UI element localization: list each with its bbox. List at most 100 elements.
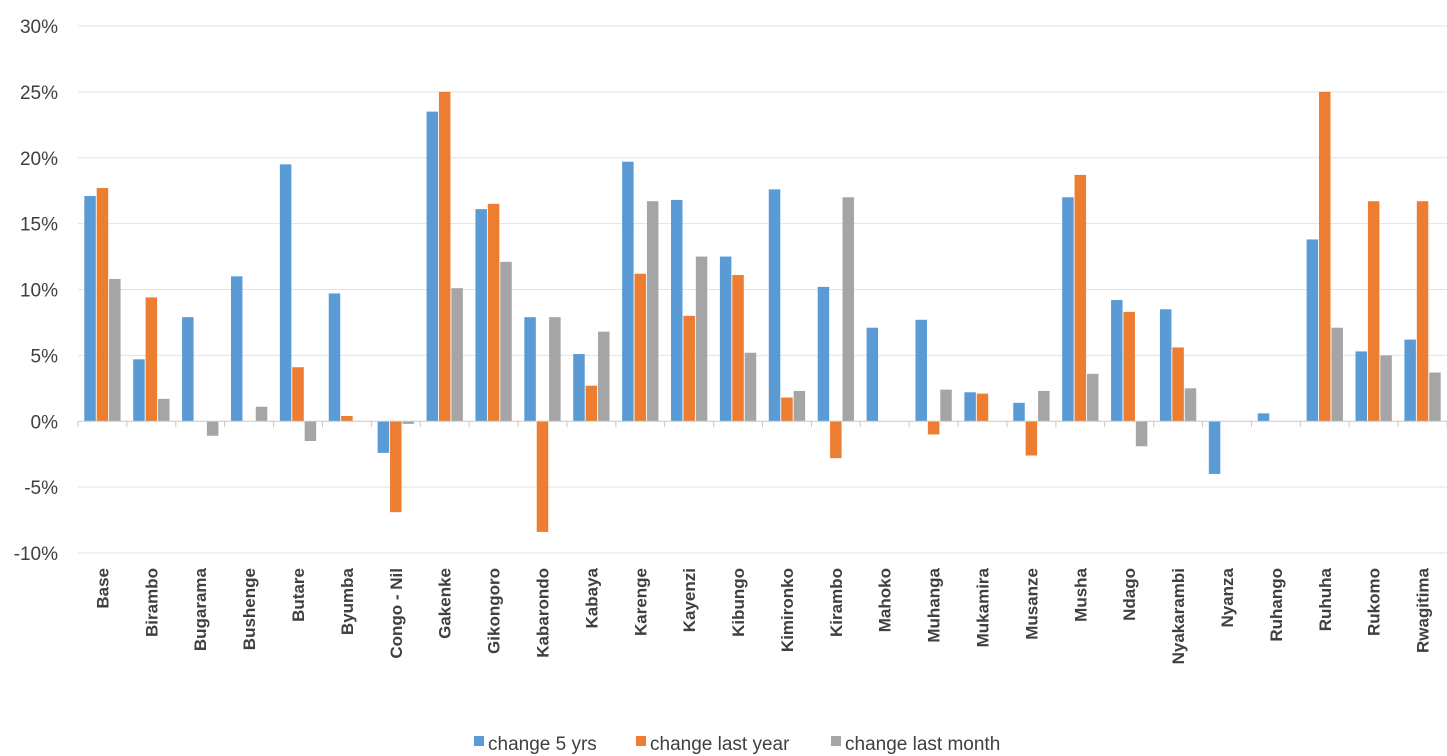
bars xyxy=(84,91,1441,532)
y-tick-label: 15% xyxy=(20,215,58,236)
bar-change-last-month xyxy=(940,389,952,422)
bar-change-last-year xyxy=(976,393,989,422)
legend-label: change last month xyxy=(845,734,1000,755)
x-axis xyxy=(77,420,1447,428)
legend-swatch xyxy=(636,736,646,746)
y-tick-label: 20% xyxy=(20,149,58,170)
x-tick-label: Rukomo xyxy=(1365,568,1384,636)
legend-label: change 5 yrs xyxy=(488,734,597,755)
x-tick-label: Ruhuha xyxy=(1316,567,1335,631)
y-tick-label: 25% xyxy=(20,83,58,104)
x-tick-label: Kabaya xyxy=(582,567,601,628)
bar-change-5-yrs xyxy=(133,359,145,422)
bar-change-last-year xyxy=(487,203,500,422)
bar-change-5-yrs xyxy=(768,189,781,422)
bar-change-last-year xyxy=(781,397,793,422)
x-tick-label: Kimironko xyxy=(778,568,797,652)
x-tick-label: Gakenke xyxy=(436,568,455,639)
x-tick-label: Musha xyxy=(1071,567,1090,621)
x-tick-label: Mukamira xyxy=(974,567,993,647)
bar-change-last-year xyxy=(96,188,109,422)
x-tick-label: Kayenzi xyxy=(680,568,699,632)
bar-change-last-year xyxy=(830,421,842,459)
bar-change-5-yrs xyxy=(182,317,194,422)
bar-change-5-yrs xyxy=(622,161,634,422)
bar-change-last-year xyxy=(1074,174,1087,422)
bar-change-last-year xyxy=(1172,347,1184,422)
bar-change-5-yrs xyxy=(1257,413,1270,422)
y-tick-label: 30% xyxy=(20,17,58,38)
x-tick-label: Kirambo xyxy=(827,568,846,637)
bar-change-last-month xyxy=(1429,372,1441,422)
bar-change-last-month xyxy=(646,201,659,422)
legend-item: change 5 yrs xyxy=(474,734,597,755)
x-tick-label: Butare xyxy=(289,568,308,622)
bar-change-last-month xyxy=(598,331,610,422)
bar-change-last-month xyxy=(157,398,170,422)
bar-change-5-yrs xyxy=(84,195,96,422)
bar-change-5-yrs xyxy=(377,421,390,453)
y-tick-label: 10% xyxy=(20,281,58,302)
bar-change-5-yrs xyxy=(866,327,879,422)
y-tick-label: 0% xyxy=(31,412,59,433)
bar-change-last-year xyxy=(1367,201,1380,422)
legend-swatch xyxy=(831,736,841,746)
bar-change-last-year xyxy=(341,415,353,422)
x-tick-label: Byumba xyxy=(338,567,357,635)
bar-change-5-yrs xyxy=(915,319,927,422)
x-tick-label: Gikongoro xyxy=(485,568,504,654)
bar-change-5-yrs xyxy=(1111,300,1123,422)
bar-change-5-yrs xyxy=(817,286,830,422)
bar-change-5-yrs xyxy=(475,209,487,422)
x-tick-label: Kabarondo xyxy=(533,568,552,658)
x-tick-label: Musanze xyxy=(1022,568,1041,640)
bar-change-5-yrs xyxy=(719,256,732,422)
x-tick-label: Birambo xyxy=(142,568,161,637)
x-tick-label: Karenge xyxy=(631,568,650,636)
bar-change-last-month xyxy=(549,317,561,422)
y-axis-ticks: -10% -5% 0% 5% 10% 15% 20% 25% 30% xyxy=(14,17,58,565)
bar-change-last-year xyxy=(927,421,940,435)
bar-change-5-yrs xyxy=(1159,309,1172,422)
y-tick-label: -10% xyxy=(14,544,58,565)
bar-change-5-yrs xyxy=(1013,402,1025,422)
legend-item: change last month xyxy=(831,734,1000,755)
bar-change-last-year xyxy=(438,91,451,422)
bar-change-last-year xyxy=(1319,91,1331,422)
bar-change-last-month xyxy=(402,421,414,424)
bar-change-last-year xyxy=(732,275,744,422)
bar-change-5-yrs xyxy=(426,111,439,422)
bar-change-last-year xyxy=(1416,201,1429,422)
x-tick-label: Bugarama xyxy=(191,567,210,651)
bar-change-last-month xyxy=(1184,388,1197,422)
bar-change-5-yrs xyxy=(524,317,536,422)
bar-change-5-yrs xyxy=(279,164,292,422)
x-tick-label: Nyanza xyxy=(1218,567,1237,627)
bar-change-last-month xyxy=(842,197,854,422)
bar-change-5-yrs xyxy=(230,276,243,422)
bar-change-last-month xyxy=(1086,373,1099,422)
x-tick-label: Congo - Nil xyxy=(387,568,406,659)
bar-change-5-yrs xyxy=(1355,351,1368,422)
bar-change-last-month xyxy=(1380,355,1392,422)
y-tick-label: -5% xyxy=(24,478,58,499)
x-tick-label: Bushenge xyxy=(240,568,259,650)
bar-change-last-month xyxy=(206,421,219,436)
bar-change-last-year xyxy=(292,367,304,422)
bar-change-last-month xyxy=(793,390,806,422)
bar-change-last-month xyxy=(109,278,121,422)
legend: change 5 yrs change last year change last … xyxy=(474,734,1000,755)
y-tick-label: 5% xyxy=(31,346,59,367)
x-tick-label: Rwagitima xyxy=(1414,567,1433,653)
x-axis-ticks: Base Birambo Bugarama Bushenge Butare Byumba C… xyxy=(93,567,1432,664)
bar-change-5-yrs xyxy=(1306,239,1319,422)
bar-change-last-month xyxy=(1038,390,1050,422)
bar-change-last-year xyxy=(145,297,158,422)
bar-change-last-month xyxy=(695,256,708,422)
x-tick-label: Ndago xyxy=(1120,568,1139,621)
bar-change-5-yrs xyxy=(573,354,585,422)
legend-item: change last year xyxy=(636,734,790,755)
bar-change-5-yrs xyxy=(328,293,341,422)
bar-change-last-year xyxy=(585,385,598,422)
